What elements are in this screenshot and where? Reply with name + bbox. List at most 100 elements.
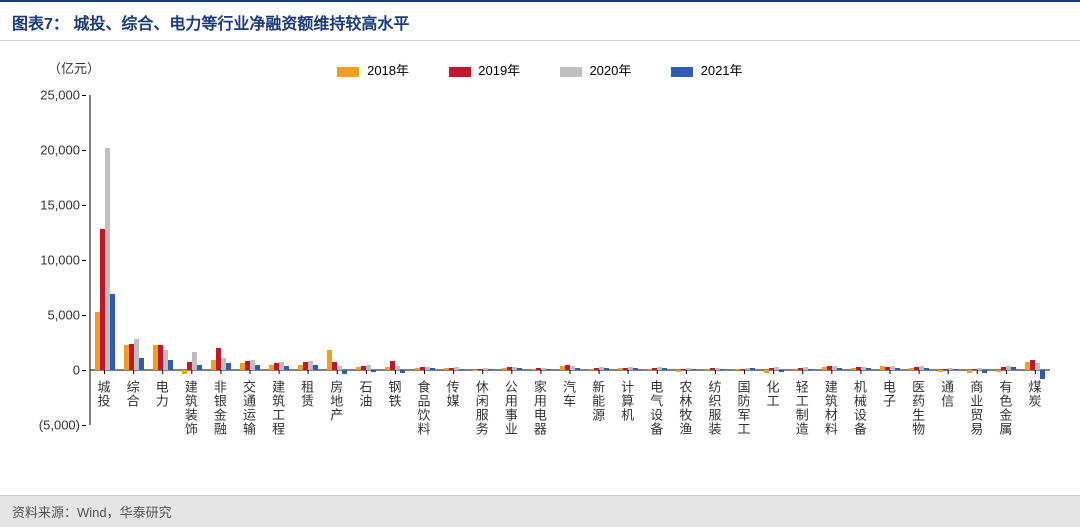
x-tick-label: 建筑材料: [824, 380, 840, 436]
x-tick-label: 非银金融: [213, 380, 229, 436]
y-axis: (5,000)05,00010,00015,00020,00025,000: [0, 95, 86, 425]
legend-swatch: [449, 67, 471, 77]
bar: [866, 368, 871, 370]
x-tick-label: 建筑工程: [271, 380, 287, 436]
bar: [895, 368, 900, 370]
x-tick-label: 汽车: [562, 380, 578, 408]
x-tick-label: 商业贸易: [969, 380, 985, 436]
x-tick-label: 医药生物: [911, 380, 927, 436]
bar: [255, 365, 260, 371]
bar: [546, 369, 551, 370]
x-tick-label: 电力: [155, 380, 171, 408]
x-tick-label: 家用电器: [533, 380, 549, 436]
x-tick-label: 农林牧渔: [678, 380, 694, 436]
legend-label: 2018年: [367, 63, 409, 78]
bar: [750, 368, 755, 370]
bar: [764, 370, 769, 373]
legend-item-2018: 2018年: [337, 60, 409, 79]
legend-item-2019: 2019年: [449, 60, 521, 79]
y-tick-label: 15,000: [40, 198, 80, 213]
bar: [182, 370, 187, 374]
bar: [1040, 370, 1045, 379]
bar: [633, 368, 638, 370]
plot-area: [90, 95, 1050, 425]
x-tick-label: 城投: [97, 380, 113, 408]
bar: [1011, 367, 1016, 370]
bar: [720, 369, 725, 370]
y-tick-label: 10,000: [40, 253, 80, 268]
x-tick-label: 休闲服务: [475, 380, 491, 436]
x-tick-label: 交通运输: [242, 380, 258, 436]
bar: [110, 294, 115, 370]
legend-item-2020: 2020年: [560, 60, 632, 79]
x-tick-label: 新能源: [591, 380, 607, 422]
bar: [837, 368, 842, 370]
y-tick-label: 0: [73, 363, 80, 378]
legend-label: 2019年: [478, 63, 520, 78]
title-bar: 图表7： 城投、综合、电力等行业净融资额维持较高水平: [0, 0, 1080, 41]
x-tick-label: 纺织服装: [707, 380, 723, 436]
y-tick-label: 5,000: [47, 308, 80, 323]
bar: [1035, 363, 1040, 370]
x-tick-label: 化工: [766, 380, 782, 408]
bar: [676, 370, 681, 372]
bar: [473, 370, 478, 371]
bar: [226, 363, 231, 370]
bars-layer: [90, 95, 1050, 425]
x-tick-label: 电子: [882, 380, 898, 408]
bar: [808, 369, 813, 370]
x-tick-label: 机械设备: [853, 380, 869, 436]
legend-label: 2020年: [589, 63, 631, 78]
x-tick-label: 综合: [126, 380, 142, 408]
bar: [662, 368, 667, 370]
x-tick-label: 通信: [940, 380, 956, 408]
bar: [342, 370, 347, 374]
bar: [197, 365, 202, 371]
bar: [430, 368, 435, 370]
x-tick-label: 国防军工: [737, 380, 753, 436]
bar: [967, 370, 972, 373]
legend-swatch: [671, 67, 693, 77]
bar: [517, 368, 522, 370]
bar: [996, 370, 1001, 372]
bar: [953, 369, 958, 370]
y-tick-label: 20,000: [40, 143, 80, 158]
bar: [400, 370, 405, 373]
bar: [604, 368, 609, 370]
bar: [371, 370, 376, 372]
x-tick-label: 建筑装饰: [184, 380, 200, 436]
x-tick-label: 电气设备: [649, 380, 665, 436]
bar: [139, 358, 144, 370]
legend-swatch: [560, 67, 582, 77]
x-tick-label: 房地产: [329, 380, 345, 422]
bar: [924, 368, 929, 370]
x-tick-label: 计算机: [620, 380, 636, 422]
y-tick-label: (5,000): [39, 418, 80, 433]
legend-label: 2021年: [701, 63, 743, 78]
x-axis-labels: 城投综合电力建筑装饰非银金融交通运输建筑工程租赁房地产石油钢铁食品饮料传媒休闲服…: [90, 380, 1050, 500]
bar: [982, 370, 987, 373]
bar: [691, 369, 696, 370]
bar: [168, 360, 173, 370]
bar: [938, 370, 943, 372]
bar: [459, 369, 464, 370]
figure-title: 图表7： 城投、综合、电力等行业净融资额维持较高水平: [12, 16, 409, 33]
bar: [779, 370, 784, 372]
y-tick-label: 25,000: [40, 88, 80, 103]
bar: [575, 368, 580, 370]
legend-item-2021: 2021年: [671, 60, 743, 79]
x-tick-label: 食品饮料: [417, 380, 433, 436]
x-tick-label: 煤炭: [1027, 380, 1043, 408]
x-tick-label: 租赁: [300, 380, 316, 408]
x-tick-label: 公用事业: [504, 380, 520, 436]
x-tick-label: 有色金属: [998, 380, 1014, 436]
legend: 2018年 2019年 2020年 2021年: [0, 60, 1080, 79]
bar: [488, 369, 493, 370]
source-bar: 资料来源：Wind，华泰研究: [0, 495, 1080, 527]
bar: [284, 366, 289, 370]
x-tick-label: 传媒: [446, 380, 462, 408]
bar: [313, 365, 318, 371]
figure-container: 图表7： 城投、综合、电力等行业净融资额维持较高水平 （亿元） 2018年 20…: [0, 0, 1080, 527]
x-tick-label: 轻工制造: [795, 380, 811, 436]
source-text: 资料来源：Wind，华泰研究: [12, 505, 172, 520]
